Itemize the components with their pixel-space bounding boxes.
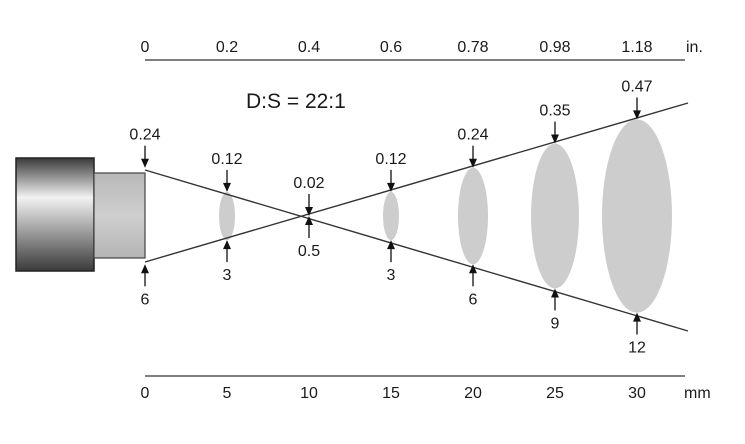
- arrowhead-icon: [305, 207, 313, 216]
- arrowhead-icon: [633, 312, 641, 322]
- top-axis-unit: in.: [686, 39, 703, 56]
- arrowhead-icon: [633, 110, 641, 120]
- arrowhead-icon: [551, 288, 559, 298]
- top-tick-label: 0.98: [539, 39, 570, 56]
- bottom-tick-label: 30: [628, 385, 646, 402]
- bottom-tick-label: 5: [223, 385, 232, 402]
- beam-lines: [144, 102, 689, 332]
- beam-line-lower: [144, 102, 689, 263]
- top-tick-label: 0.4: [298, 39, 320, 56]
- spot-ellipse: [458, 167, 488, 265]
- arrowhead-icon: [223, 240, 231, 250]
- spot-size-mm-label: 6: [469, 291, 478, 308]
- spot-size-mm-label: 9: [551, 315, 560, 332]
- arrowhead-icon: [305, 216, 313, 225]
- arrowhead-icon: [551, 134, 559, 144]
- top-tick-label: 0.2: [216, 39, 238, 56]
- spot-ellipse: [383, 191, 399, 241]
- bottom-tick-label: 20: [464, 385, 482, 402]
- bottom-axis-unit: mm: [684, 385, 711, 402]
- spot-ellipses: [219, 119, 672, 313]
- spot-annotations: 0.24 6 0.12 3 0.02 0.5 0.12 3 0.24 6 0.35 9 0.47 12: [129, 78, 652, 356]
- spot-ellipse: [602, 119, 672, 313]
- spot-size-inches-label: 0.24: [457, 127, 488, 144]
- spot-size-inches-label: 0.12: [211, 151, 242, 168]
- spot-size-mm-label: 3: [387, 267, 396, 284]
- distance-to-spot-ratio: D:S = 22:1: [246, 90, 346, 113]
- top-tick-label: 1.18: [621, 39, 652, 56]
- spot-size-mm-label: 12: [628, 340, 646, 357]
- arrowhead-icon: [469, 158, 477, 168]
- spot-ellipse: [531, 143, 579, 289]
- beam-line-upper: [144, 169, 689, 332]
- top-tick-label: 0.6: [380, 39, 402, 56]
- axis-tick-labels: 0 0.2 0.4 0.6 0.78 0.98 1.18 0 5 10 15 20 25 30: [141, 39, 653, 402]
- sensor-body: [15, 157, 95, 272]
- arrowhead-icon: [469, 264, 477, 274]
- top-tick-label: 0: [141, 39, 150, 56]
- spot-size-inches-label: 0.02: [293, 175, 324, 192]
- top-axis-inches: in.: [145, 39, 703, 61]
- arrowhead-icon: [223, 182, 231, 192]
- spot-size-inches-label: 0.35: [539, 103, 570, 120]
- arrowhead-icon: [387, 240, 395, 250]
- spot-ellipse: [219, 191, 235, 241]
- bottom-tick-label: 10: [300, 385, 318, 402]
- spot-size-inches-label: 0.24: [129, 127, 160, 144]
- top-tick-label: 0.78: [457, 39, 488, 56]
- arrowhead-icon: [387, 182, 395, 192]
- arrowhead-icon: [141, 158, 149, 168]
- arrowhead-icon: [141, 264, 149, 274]
- bottom-tick-label: 0: [141, 385, 150, 402]
- bottom-tick-label: 25: [546, 385, 564, 402]
- spot-size-mm-label: 6: [141, 291, 150, 308]
- spot-size-mm-label: 3: [223, 267, 232, 284]
- bottom-tick-label: 15: [382, 385, 400, 402]
- sensor-nozzle: [93, 172, 146, 259]
- bottom-axis-mm: mm: [145, 375, 711, 402]
- spot-size-inches-label: 0.47: [621, 78, 652, 95]
- sensor-icon: [15, 157, 146, 272]
- spot-size-mm-label: 0.5: [298, 243, 320, 260]
- spot-size-inches-label: 0.12: [375, 151, 406, 168]
